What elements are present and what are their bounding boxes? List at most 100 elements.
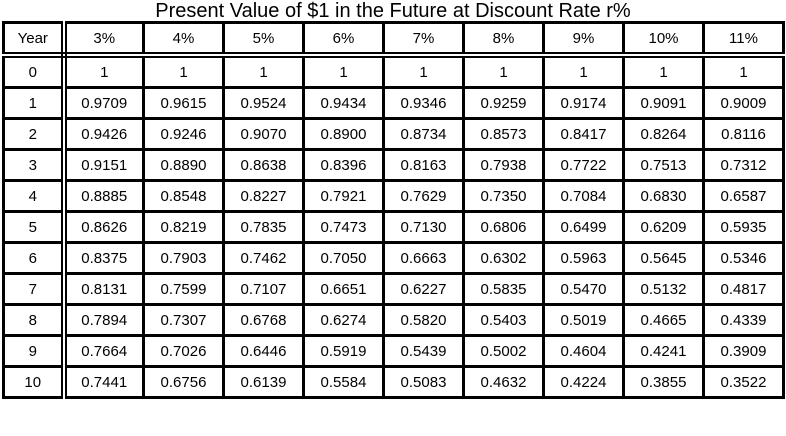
value-cell: 0.9151 [62, 148, 145, 182]
value-cell: 0.6302 [462, 241, 545, 275]
column-header-year: Year [2, 21, 67, 58]
value-cell: 0.9346 [382, 86, 465, 120]
value-cell: 1 [622, 53, 705, 89]
year-cell: 7 [2, 272, 67, 306]
table-row: 2 0.9426 0.9246 0.9070 0.8900 0.8734 0.8573 0.8… [2, 117, 785, 151]
value-cell: 0.5935 [702, 210, 785, 244]
year-cell: 0 [2, 53, 67, 89]
value-cell: 0.4665 [622, 303, 705, 337]
value-cell: 0.8417 [542, 117, 625, 151]
value-cell: 0.9070 [222, 117, 305, 151]
column-header-rate: 8% [462, 21, 545, 58]
value-cell: 0.5132 [622, 272, 705, 306]
table-row: 9 0.7664 0.7026 0.6446 0.5919 0.5439 0.5002 0.4… [2, 334, 785, 368]
value-cell: 0.7473 [302, 210, 385, 244]
value-cell: 0.8131 [62, 272, 145, 306]
column-header-rate: 6% [302, 21, 385, 58]
value-cell: 0.4339 [702, 303, 785, 337]
table-row: 3 0.9151 0.8890 0.8638 0.8396 0.8163 0.7938 0.7… [2, 148, 785, 182]
value-cell: 0.9259 [462, 86, 545, 120]
value-cell: 0.3522 [702, 365, 785, 399]
value-cell: 0.8396 [302, 148, 385, 182]
value-cell: 0.4632 [462, 365, 545, 399]
value-cell: 1 [702, 53, 785, 89]
table-title: Present Value of $1 in the Future at Dis… [155, 0, 631, 22]
value-cell: 0.8219 [142, 210, 225, 244]
year-cell: 8 [2, 303, 67, 337]
value-cell: 0.9246 [142, 117, 225, 151]
table-row: 10 0.7441 0.6756 0.6139 0.5584 0.5083 0.4632 0.… [2, 365, 785, 399]
table-row: 6 0.8375 0.7903 0.7462 0.7050 0.6663 0.6302 0.5… [2, 241, 785, 275]
value-cell: 0.7130 [382, 210, 465, 244]
value-cell: 0.9709 [62, 86, 145, 120]
value-cell: 0.7903 [142, 241, 225, 275]
value-cell: 0.9615 [142, 86, 225, 120]
value-cell: 0.8264 [622, 117, 705, 151]
value-cell: 0.7835 [222, 210, 305, 244]
value-cell: 0.8548 [142, 179, 225, 213]
value-cell: 0.5083 [382, 365, 465, 399]
value-cell: 0.7938 [462, 148, 545, 182]
value-cell: 0.5470 [542, 272, 625, 306]
column-header-rate: 9% [542, 21, 625, 58]
value-cell: 0.4224 [542, 365, 625, 399]
value-cell: 0.5919 [302, 334, 385, 368]
value-cell: 0.6227 [382, 272, 465, 306]
value-cell: 0.7462 [222, 241, 305, 275]
value-cell: 0.8734 [382, 117, 465, 151]
value-cell: 0.6806 [462, 210, 545, 244]
year-cell: 4 [2, 179, 67, 213]
table-row: 5 0.8626 0.8219 0.7835 0.7473 0.7130 0.6806 0.6… [2, 210, 785, 244]
header-row: Year 3% 4% 5% 6% 7% 8% 9% 10% 11% [2, 21, 785, 58]
value-cell: 0.5002 [462, 334, 545, 368]
table-row: 8 0.7894 0.7307 0.6768 0.6274 0.5820 0.5403 0.5… [2, 303, 785, 337]
value-cell: 0.8116 [702, 117, 785, 151]
value-cell: 0.5645 [622, 241, 705, 275]
value-cell: 0.7894 [62, 303, 145, 337]
value-cell: 0.7664 [62, 334, 145, 368]
value-cell: 0.8573 [462, 117, 545, 151]
value-cell: 0.9009 [702, 86, 785, 120]
value-cell: 0.7312 [702, 148, 785, 182]
value-cell: 0.6499 [542, 210, 625, 244]
value-cell: 0.4241 [622, 334, 705, 368]
value-cell: 0.8885 [62, 179, 145, 213]
value-cell: 0.7026 [142, 334, 225, 368]
value-cell: 0.5019 [542, 303, 625, 337]
value-cell: 0.6587 [702, 179, 785, 213]
value-cell: 0.7307 [142, 303, 225, 337]
value-cell: 1 [222, 53, 305, 89]
value-cell: 0.7084 [542, 179, 625, 213]
value-cell: 0.8626 [62, 210, 145, 244]
value-cell: 1 [462, 53, 545, 89]
value-cell: 0.3909 [702, 334, 785, 368]
value-cell: 0.6446 [222, 334, 305, 368]
value-cell: 0.7350 [462, 179, 545, 213]
value-cell: 0.9174 [542, 86, 625, 120]
column-header-rate: 4% [142, 21, 225, 58]
year-cell: 5 [2, 210, 67, 244]
value-cell: 0.6830 [622, 179, 705, 213]
column-header-rate: 5% [222, 21, 305, 58]
value-cell: 0.7050 [302, 241, 385, 275]
value-cell: 0.5403 [462, 303, 545, 337]
value-cell: 0.7107 [222, 272, 305, 306]
value-cell: 0.8163 [382, 148, 465, 182]
value-cell: 0.3855 [622, 365, 705, 399]
value-cell: 0.7921 [302, 179, 385, 213]
value-cell: 0.5346 [702, 241, 785, 275]
value-cell: 0.8375 [62, 241, 145, 275]
table-row: 7 0.8131 0.7599 0.7107 0.6651 0.6227 0.5835 0.5… [2, 272, 785, 306]
value-cell: 1 [62, 53, 145, 89]
value-cell: 0.6663 [382, 241, 465, 275]
value-cell: 0.6651 [302, 272, 385, 306]
value-cell: 0.7629 [382, 179, 465, 213]
table-row: 4 0.8885 0.8548 0.8227 0.7921 0.7629 0.7350 0.7… [2, 179, 785, 213]
value-cell: 0.6139 [222, 365, 305, 399]
value-cell: 0.5439 [382, 334, 465, 368]
year-cell: 10 [2, 365, 67, 399]
value-cell: 0.9426 [62, 117, 145, 151]
value-cell: 0.5963 [542, 241, 625, 275]
value-cell: 1 [302, 53, 385, 89]
